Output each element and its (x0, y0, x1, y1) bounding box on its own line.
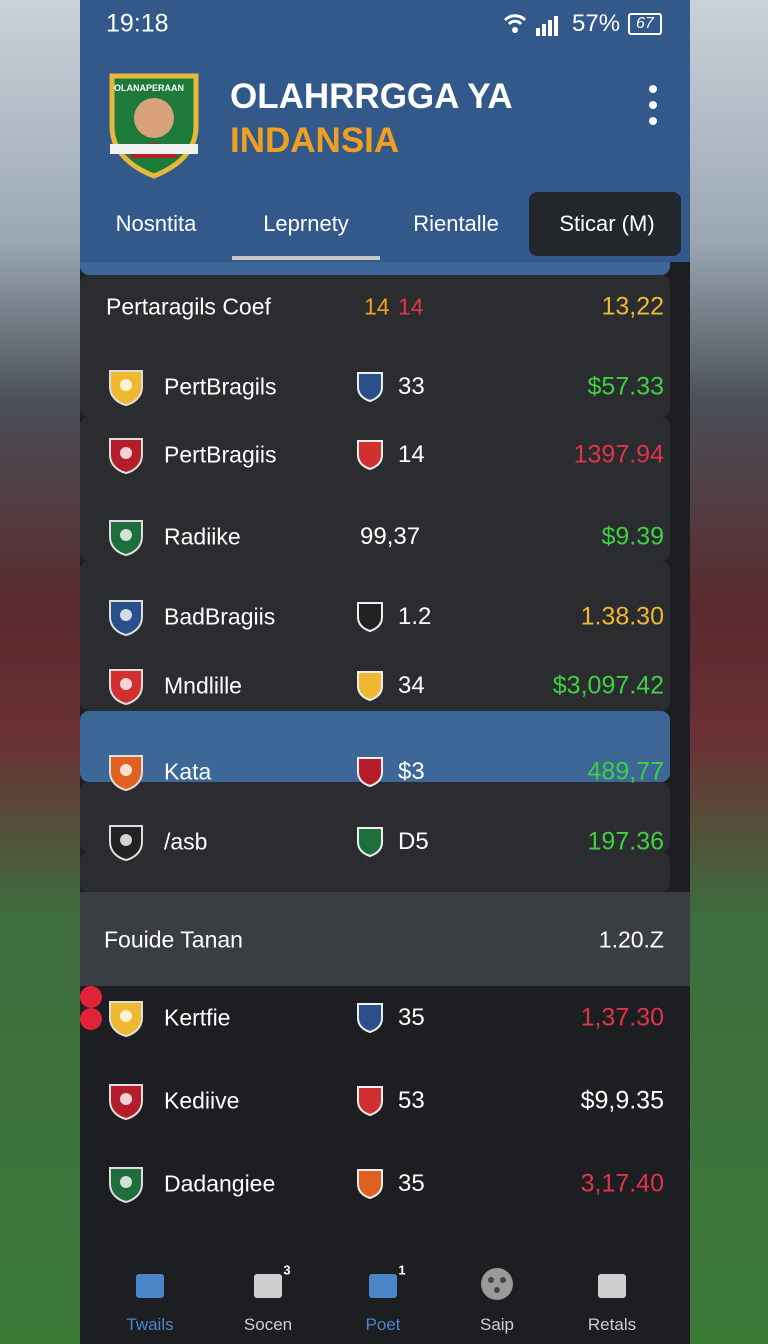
list-card (80, 852, 670, 892)
team-name: BadBragiis (164, 603, 276, 630)
nav-badge-bg (80, 986, 102, 1008)
team-value: 1.38.30 (580, 602, 664, 631)
team-logo (109, 669, 143, 706)
tab[interactable]: Leprnety (263, 211, 349, 236)
nav-item[interactable]: Poet (365, 1315, 401, 1334)
battery-percent: 57% (572, 10, 621, 37)
nav-icon (481, 1268, 513, 1300)
signal-icons (503, 14, 558, 36)
nav-icon (254, 1274, 282, 1298)
team-name: Kata (164, 758, 212, 785)
team-logo (109, 1084, 143, 1121)
summary-label: Pertaragils Coef (106, 293, 271, 320)
team-score: 99,37 (360, 523, 421, 550)
team-name: Kediive (164, 1087, 240, 1114)
team-score: D5 (398, 828, 429, 855)
app-panel: 19:18 57% 67 OLANAPERAAN OLAHRRGGA YA IN… (80, 0, 690, 1344)
team-score: 34 (398, 672, 425, 699)
team-value: $9,9.35 (580, 1086, 664, 1115)
app-subtitle: INDANSIA (230, 121, 400, 160)
team-logo (109, 755, 143, 792)
team-logo (109, 825, 143, 862)
nav-badge-bg (80, 1008, 102, 1030)
battery-icon: 67 (628, 13, 662, 35)
nav-icon (598, 1274, 626, 1298)
team-badge (357, 440, 383, 471)
team-value: 3,17.40 (580, 1169, 664, 1198)
team-name: /asb (164, 828, 208, 855)
team-logo (109, 1167, 143, 1204)
nav-item[interactable]: Socen (243, 1315, 293, 1334)
app-title: OLAHRRGGA YA (230, 77, 513, 116)
tab[interactable]: Sticar (M) (559, 211, 655, 236)
team-logo (109, 370, 143, 407)
team-logo (109, 1001, 143, 1038)
team-value: 1,37.30 (580, 1003, 664, 1032)
team-score: 35 (398, 1170, 425, 1197)
team-name: Dadangiee (164, 1170, 276, 1197)
team-logo (109, 600, 143, 637)
team-badge (357, 1003, 383, 1034)
team-badge (357, 1086, 383, 1117)
team-name: Mndlille (164, 672, 242, 699)
nav-badge: 3 (283, 1262, 291, 1278)
team-score: $3 (398, 758, 425, 785)
summary-value: 13,22 (601, 292, 664, 321)
team-name: Radiike (164, 523, 241, 550)
team-score: 1.2 (398, 603, 432, 630)
tab[interactable]: Rientalle (413, 211, 499, 236)
nav-item[interactable]: Twails (126, 1315, 174, 1334)
menu-button[interactable] (648, 84, 658, 126)
nav-badge: 1 (398, 1262, 406, 1278)
team-value: 489,77 (587, 757, 664, 786)
club-logo (109, 73, 199, 179)
team-value: $57.33 (587, 372, 664, 401)
tab-underline (232, 256, 380, 260)
nav-icon (136, 1274, 164, 1298)
team-value: $3,097.42 (552, 671, 664, 700)
team-score: 35 (398, 1004, 425, 1031)
summary-score: 14 (364, 293, 390, 320)
team-badge (357, 1169, 383, 1200)
team-badge (357, 757, 383, 788)
team-score: 14 (398, 441, 425, 468)
nav-icon (369, 1274, 397, 1298)
status-time: 19:18 (106, 9, 169, 38)
team-badge (357, 827, 383, 858)
summary-score: 14 (398, 293, 424, 320)
team-name: PertBragils (164, 373, 277, 400)
team-score: 33 (398, 373, 425, 400)
bottom-nav (80, 892, 690, 986)
team-logo (109, 520, 143, 557)
team-badge (357, 602, 383, 633)
team-logo (109, 438, 143, 475)
section-value: 1.20.Z (598, 926, 664, 953)
team-badge (357, 372, 383, 403)
tab[interactable]: Nosntita (115, 211, 197, 236)
team-value: 1397.94 (573, 440, 664, 469)
team-name: Kertfie (164, 1004, 231, 1031)
logo-text: OLANAPERAAN (114, 83, 185, 93)
active-tab-bg (529, 192, 681, 256)
team-name: PertBragiis (164, 441, 277, 468)
team-score: 53 (398, 1087, 425, 1114)
team-value: 197.36 (587, 827, 664, 856)
section-title: Fouide Tanan (104, 926, 243, 953)
nav-item[interactable]: Saip (479, 1315, 515, 1334)
team-value: $9.39 (601, 522, 664, 551)
team-badge (357, 671, 383, 702)
nav-item[interactable]: Retals (587, 1315, 637, 1334)
